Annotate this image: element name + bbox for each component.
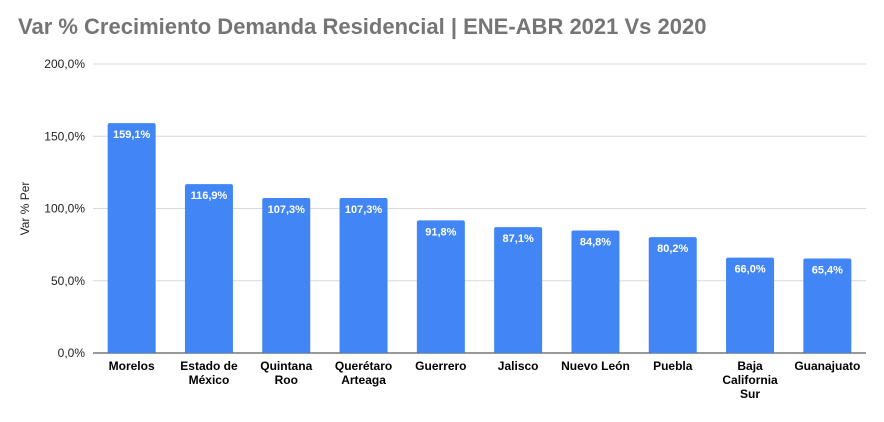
bar	[494, 227, 543, 353]
x-tick-label: Guanajuato	[794, 359, 860, 373]
x-tick-label-line: México	[189, 373, 230, 387]
data-label: 80,2%	[657, 243, 688, 255]
x-tick-label-line: Baja	[737, 359, 763, 373]
y-axis-title: Var % Per	[18, 182, 32, 236]
bar	[648, 237, 697, 353]
x-tick-label: Quintana Roo	[260, 359, 312, 387]
data-label: 159,1%	[113, 129, 151, 141]
x-tick-label-line: Querétaro	[335, 359, 392, 373]
bar	[803, 258, 852, 353]
x-tick-label-line: Jalisco	[498, 359, 539, 373]
data-label: 84,8%	[580, 236, 611, 248]
data-label: 87,1%	[503, 233, 534, 245]
data-label: 66,0%	[734, 264, 765, 276]
x-tick-label: Puebla	[653, 359, 693, 373]
data-label: 91,8%	[425, 226, 456, 238]
x-tick-label: Baja California Sur	[722, 359, 778, 401]
bar	[571, 230, 620, 353]
x-tick-label-line: Sur	[740, 387, 760, 401]
x-tick-label-line: Arteaga	[341, 373, 386, 387]
y-tick-label: 100,0%	[44, 202, 85, 216]
x-tick-label-line: Puebla	[653, 359, 693, 373]
data-label: 116,9%	[191, 190, 228, 202]
x-tick-label: Morelos	[109, 359, 155, 373]
x-tick-label: Guerrero	[415, 359, 466, 373]
y-tick-label: 150,0%	[44, 129, 85, 143]
x-tick-label-line: Guerrero	[415, 359, 466, 373]
x-tick-label-line: California	[722, 373, 778, 387]
bar	[262, 197, 311, 353]
data-label: 107,3%	[345, 204, 383, 216]
x-tick-label: Querétaro Arteaga	[335, 359, 392, 387]
x-tick-label-line: Roo	[275, 373, 298, 387]
bar	[184, 184, 233, 353]
x-tick-label-line: Guanajuato	[794, 359, 860, 373]
chart-title: Var % Crecimiento Demanda Residencial | …	[18, 14, 707, 39]
x-tick-label: Estado de México	[180, 359, 238, 387]
x-tick-label: Jalisco	[498, 359, 539, 373]
x-tick-label-line: Estado de	[180, 359, 238, 373]
y-tick-label: 0,0%	[58, 346, 86, 360]
y-tick-label: 200,0%	[44, 57, 85, 71]
bar	[339, 197, 388, 353]
x-tick-label-line: Quintana	[260, 359, 312, 373]
data-label: 107,3%	[268, 204, 306, 216]
x-tick-label-line: Morelos	[109, 359, 155, 373]
data-label: 65,4%	[812, 264, 843, 276]
y-tick-label: 50,0%	[51, 274, 85, 288]
bar	[107, 123, 156, 354]
bar	[416, 220, 465, 353]
x-tick-label: Nuevo León	[561, 359, 630, 373]
bar	[726, 257, 775, 353]
x-tick-label-line: Nuevo León	[561, 359, 630, 373]
